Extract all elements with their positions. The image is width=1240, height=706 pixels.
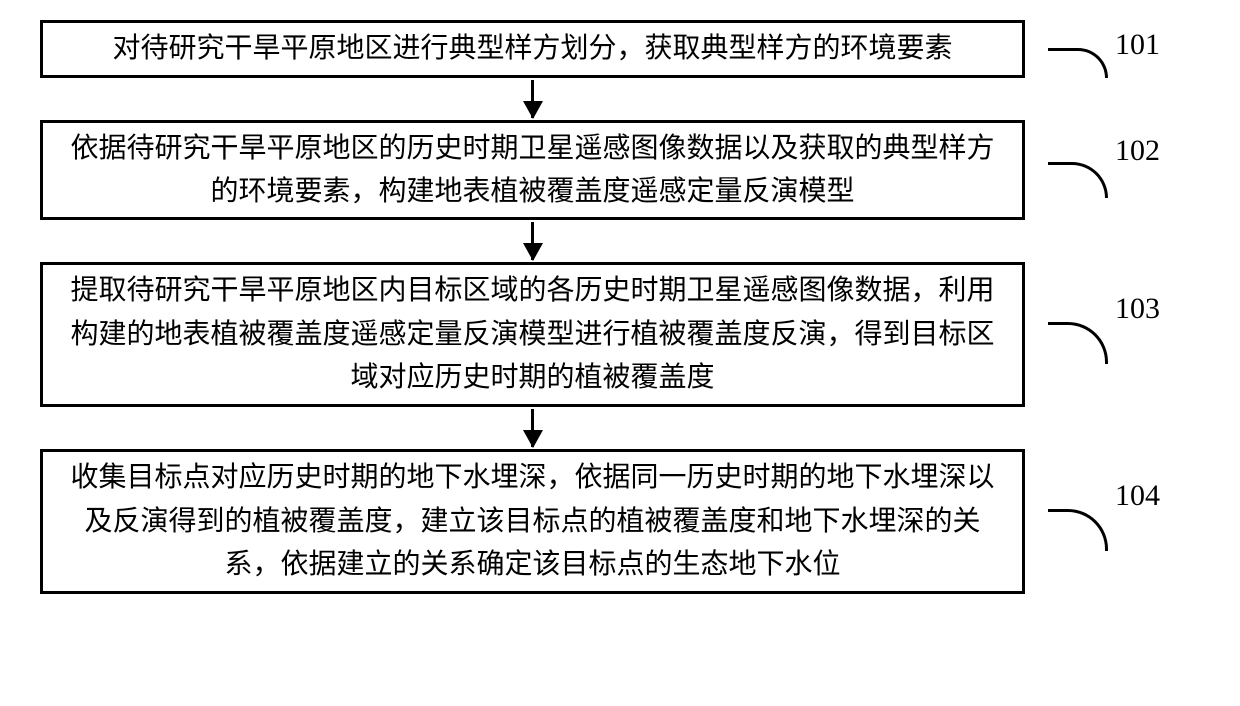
flow-arrow: [40, 80, 1025, 118]
flow-node-box: 依据待研究干旱平原地区的历史时期卫星遥感图像数据以及获取的典型样方的环境要素，构…: [40, 120, 1025, 220]
connector-curve: [1048, 322, 1108, 364]
flow-node-label: 103: [1115, 292, 1160, 326]
flow-node-n2: 依据待研究干旱平原地区的历史时期卫星遥感图像数据以及获取的典型样方的环境要素，构…: [40, 120, 1200, 220]
flow-node-label: 102: [1115, 134, 1160, 168]
flow-node-box: 收集目标点对应历史时期的地下水埋深，依据同一历史时期的地下水埋深以及反演得到的植…: [40, 449, 1025, 594]
flow-node-box: 提取待研究干旱平原地区内目标区域的各历史时期卫星遥感图像数据，利用构建的地表植被…: [40, 262, 1025, 407]
connector-curve: [1048, 48, 1108, 78]
flow-arrow: [40, 409, 1025, 447]
flow-node-n4: 收集目标点对应历史时期的地下水埋深，依据同一历史时期的地下水埋深以及反演得到的植…: [40, 449, 1200, 594]
flow-node-label: 101: [1115, 28, 1160, 62]
flow-node-n3: 提取待研究干旱平原地区内目标区域的各历史时期卫星遥感图像数据，利用构建的地表植被…: [40, 262, 1200, 407]
connector-curve: [1048, 162, 1108, 198]
connector-curve: [1048, 509, 1108, 551]
flow-node-n1: 对待研究干旱平原地区进行典型样方划分，获取典型样方的环境要素 101: [40, 20, 1200, 78]
flow-node-label: 104: [1115, 479, 1160, 513]
flow-arrow: [40, 222, 1025, 260]
flow-node-box: 对待研究干旱平原地区进行典型样方划分，获取典型样方的环境要素: [40, 20, 1025, 78]
flowchart-container: 对待研究干旱平原地区进行典型样方划分，获取典型样方的环境要素 101 依据待研究干旱…: [40, 20, 1200, 594]
